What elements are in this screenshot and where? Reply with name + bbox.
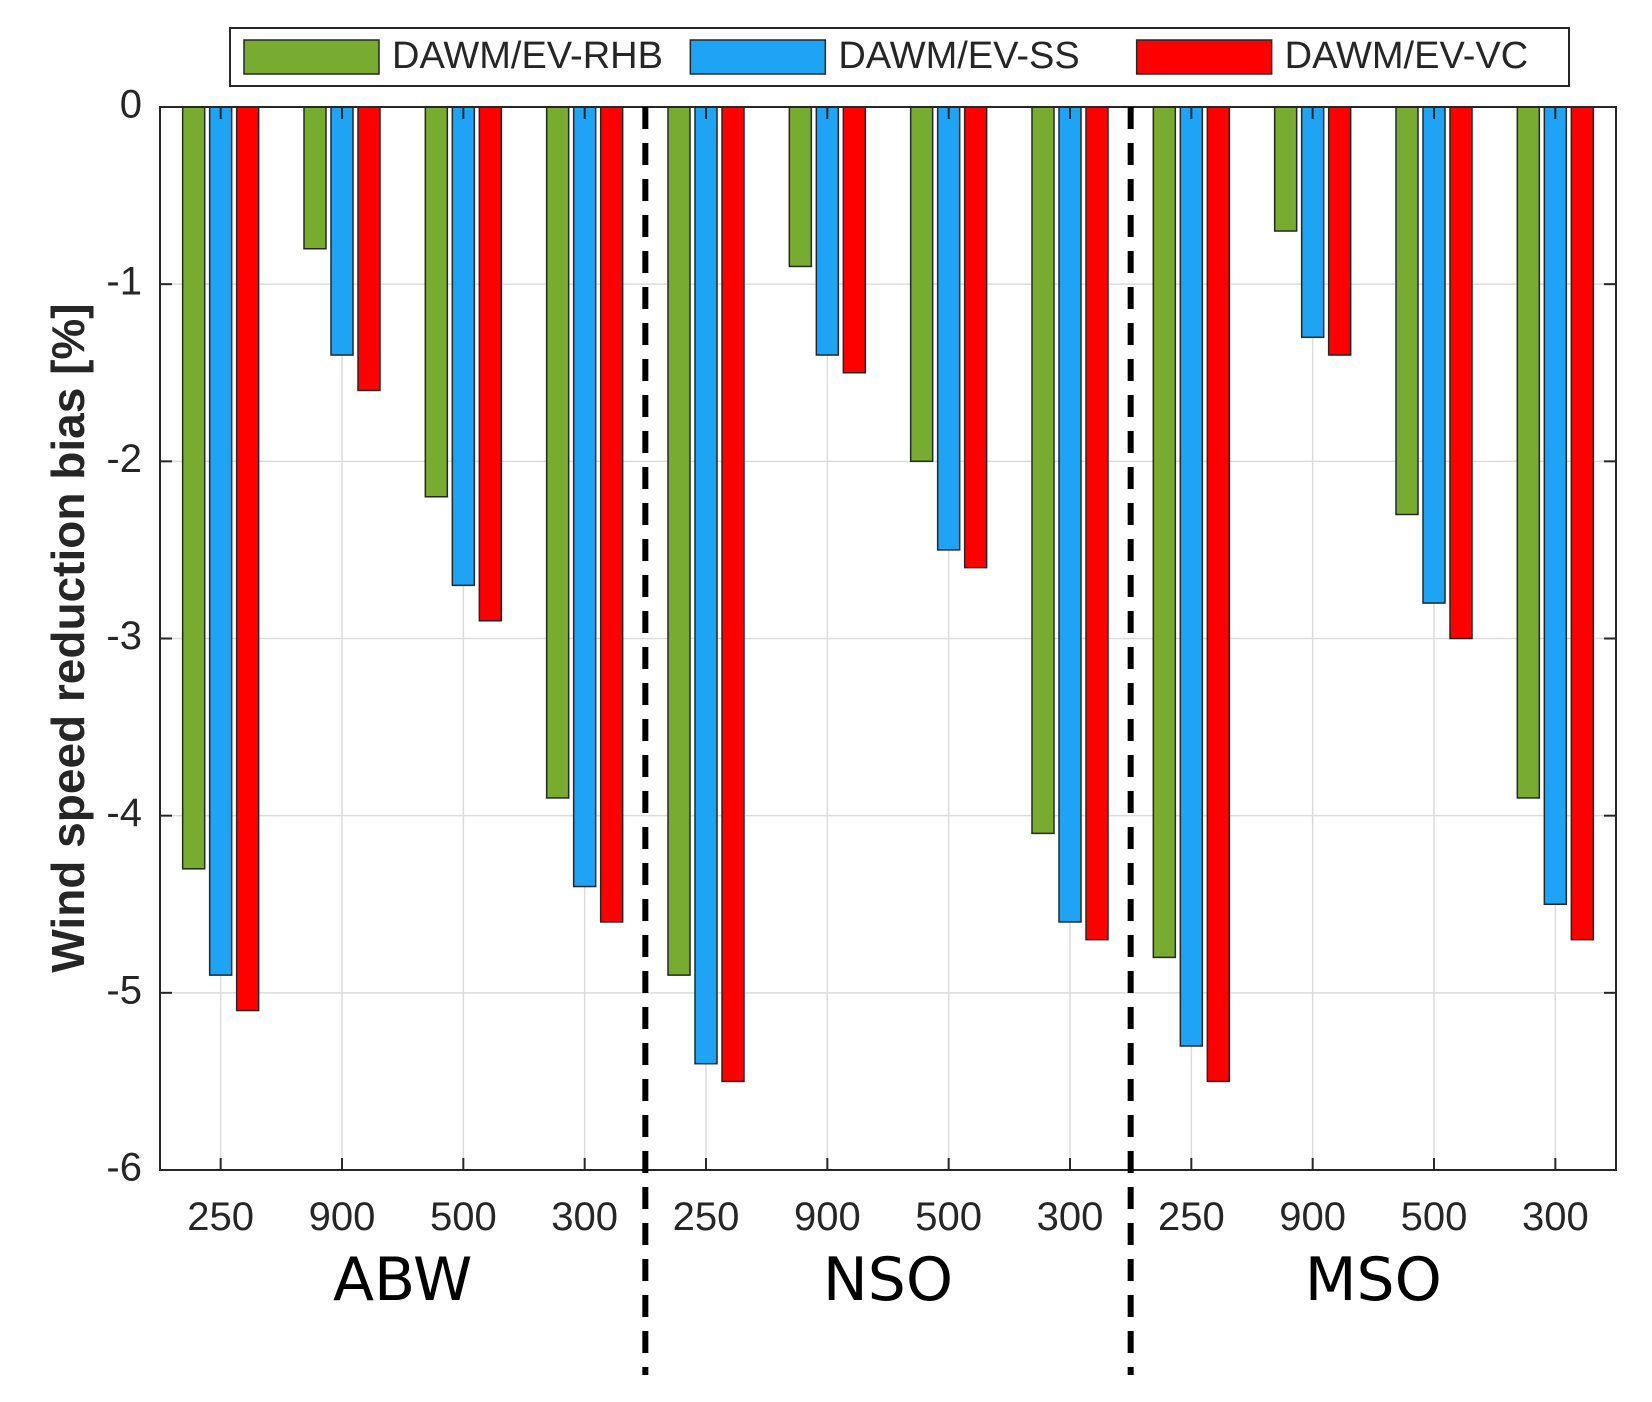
group-label: NSO xyxy=(823,1245,953,1315)
legend-swatch xyxy=(243,39,380,75)
bar-dawm-ev-vc xyxy=(963,106,988,569)
bar-dawm-ev-vc xyxy=(1449,106,1473,640)
bar-dawm-ev-rhb xyxy=(1273,106,1298,232)
bar-dawm-ev-rhb xyxy=(1516,106,1541,799)
y-tick-label: -5 xyxy=(106,968,142,1012)
bar-dawm-ev-rhb xyxy=(788,106,813,268)
y-tick-label: 0 xyxy=(120,83,142,127)
x-tick-label: 250 xyxy=(1158,1195,1225,1239)
bar-dawm-ev-ss xyxy=(1058,106,1082,923)
bar-dawm-ev-vc xyxy=(599,106,624,923)
bar-dawm-ev-ss xyxy=(451,106,476,587)
x-tick-label: 300 xyxy=(551,1195,618,1239)
bar-dawm-ev-vc xyxy=(357,106,381,392)
bar-dawm-ev-ss xyxy=(694,106,718,1065)
y-tick-label: -1 xyxy=(106,260,142,304)
bar-dawm-ev-rhb xyxy=(1031,106,1055,835)
bar-dawm-ev-vc xyxy=(1085,106,1109,941)
x-tick-label: 900 xyxy=(794,1195,861,1239)
x-tick-label: 500 xyxy=(1401,1195,1468,1239)
x-axis: 250 900 500 300 250 900 500 300 250 900 500 300 xyxy=(187,107,1589,1239)
x-tick-label: 500 xyxy=(430,1195,497,1239)
bar-dawm-ev-vc xyxy=(842,106,867,374)
bar-dawm-ev-rhb xyxy=(545,106,570,799)
bar-dawm-ev-ss xyxy=(330,106,354,356)
bar-dawm-ev-rhb xyxy=(424,106,449,498)
bar-dawm-ev-ss xyxy=(815,106,840,356)
bar-dawm-ev-vc xyxy=(478,106,503,622)
group-label: ABW xyxy=(333,1245,472,1315)
bar-dawm-ev-rhb xyxy=(909,106,934,463)
bar-dawm-ev-ss xyxy=(1422,106,1446,604)
bar-dawm-ev-vc xyxy=(1327,106,1352,356)
y-axis-label: Wind speed reduction bias [%] xyxy=(42,303,94,972)
bar-dawm-ev-ss xyxy=(1543,106,1568,905)
y-tick-label: -3 xyxy=(106,614,142,658)
legend-label: DAWM/EV-VC xyxy=(1285,35,1529,77)
y-axis: 0 -1 -2 -3 -4 -5 -6 xyxy=(106,83,1616,1190)
bar-dawm-ev-rhb xyxy=(667,106,691,976)
y-tick-label: -6 xyxy=(106,1146,142,1190)
group-label: MSO xyxy=(1305,1245,1442,1315)
x-tick-label: 900 xyxy=(1279,1195,1346,1239)
y-tick-label: -2 xyxy=(106,437,142,481)
bar-dawm-ev-vc xyxy=(235,106,260,1012)
bar-dawm-ev-vc xyxy=(721,106,745,1083)
x-tick-label: 250 xyxy=(673,1195,740,1239)
group-separators xyxy=(642,107,1134,1375)
bar-dawm-ev-ss xyxy=(572,106,597,888)
legend-box xyxy=(229,27,1570,87)
bar-dawm-ev-vc xyxy=(1570,106,1595,941)
y-tick-label: -4 xyxy=(106,791,142,835)
bar-dawm-ev-rhb xyxy=(1395,106,1419,516)
x-tick-label: 250 xyxy=(187,1195,254,1239)
bar-dawm-ev-rhb xyxy=(1152,106,1177,959)
bar-dawm-ev-ss xyxy=(936,106,961,551)
legend-label: DAWM/EV-RHB xyxy=(392,35,663,77)
legend-swatch xyxy=(689,39,827,75)
x-tick-label: 300 xyxy=(1522,1195,1589,1239)
legend-label: DAWM/EV-SS xyxy=(838,35,1079,77)
group-labels: ABW NSO MSO xyxy=(333,1245,1442,1315)
bar-dawm-ev-ss xyxy=(208,106,233,976)
bar-dawm-ev-vc xyxy=(1206,106,1231,1083)
bar-dawm-ev-rhb xyxy=(181,106,206,870)
bar-dawm-ev-ss xyxy=(1179,106,1204,1047)
legend: DAWM/EV-RHB DAWM/EV-SS DAWM/EV-VC xyxy=(229,27,1570,87)
x-tick-label: 900 xyxy=(309,1195,376,1239)
bar-dawm-ev-rhb xyxy=(303,106,327,250)
bars xyxy=(181,106,1595,1083)
legend-swatch xyxy=(1135,39,1273,75)
x-tick-label: 300 xyxy=(1037,1195,1104,1239)
x-tick-label: 500 xyxy=(915,1195,982,1239)
bar-dawm-ev-ss xyxy=(1300,106,1325,339)
